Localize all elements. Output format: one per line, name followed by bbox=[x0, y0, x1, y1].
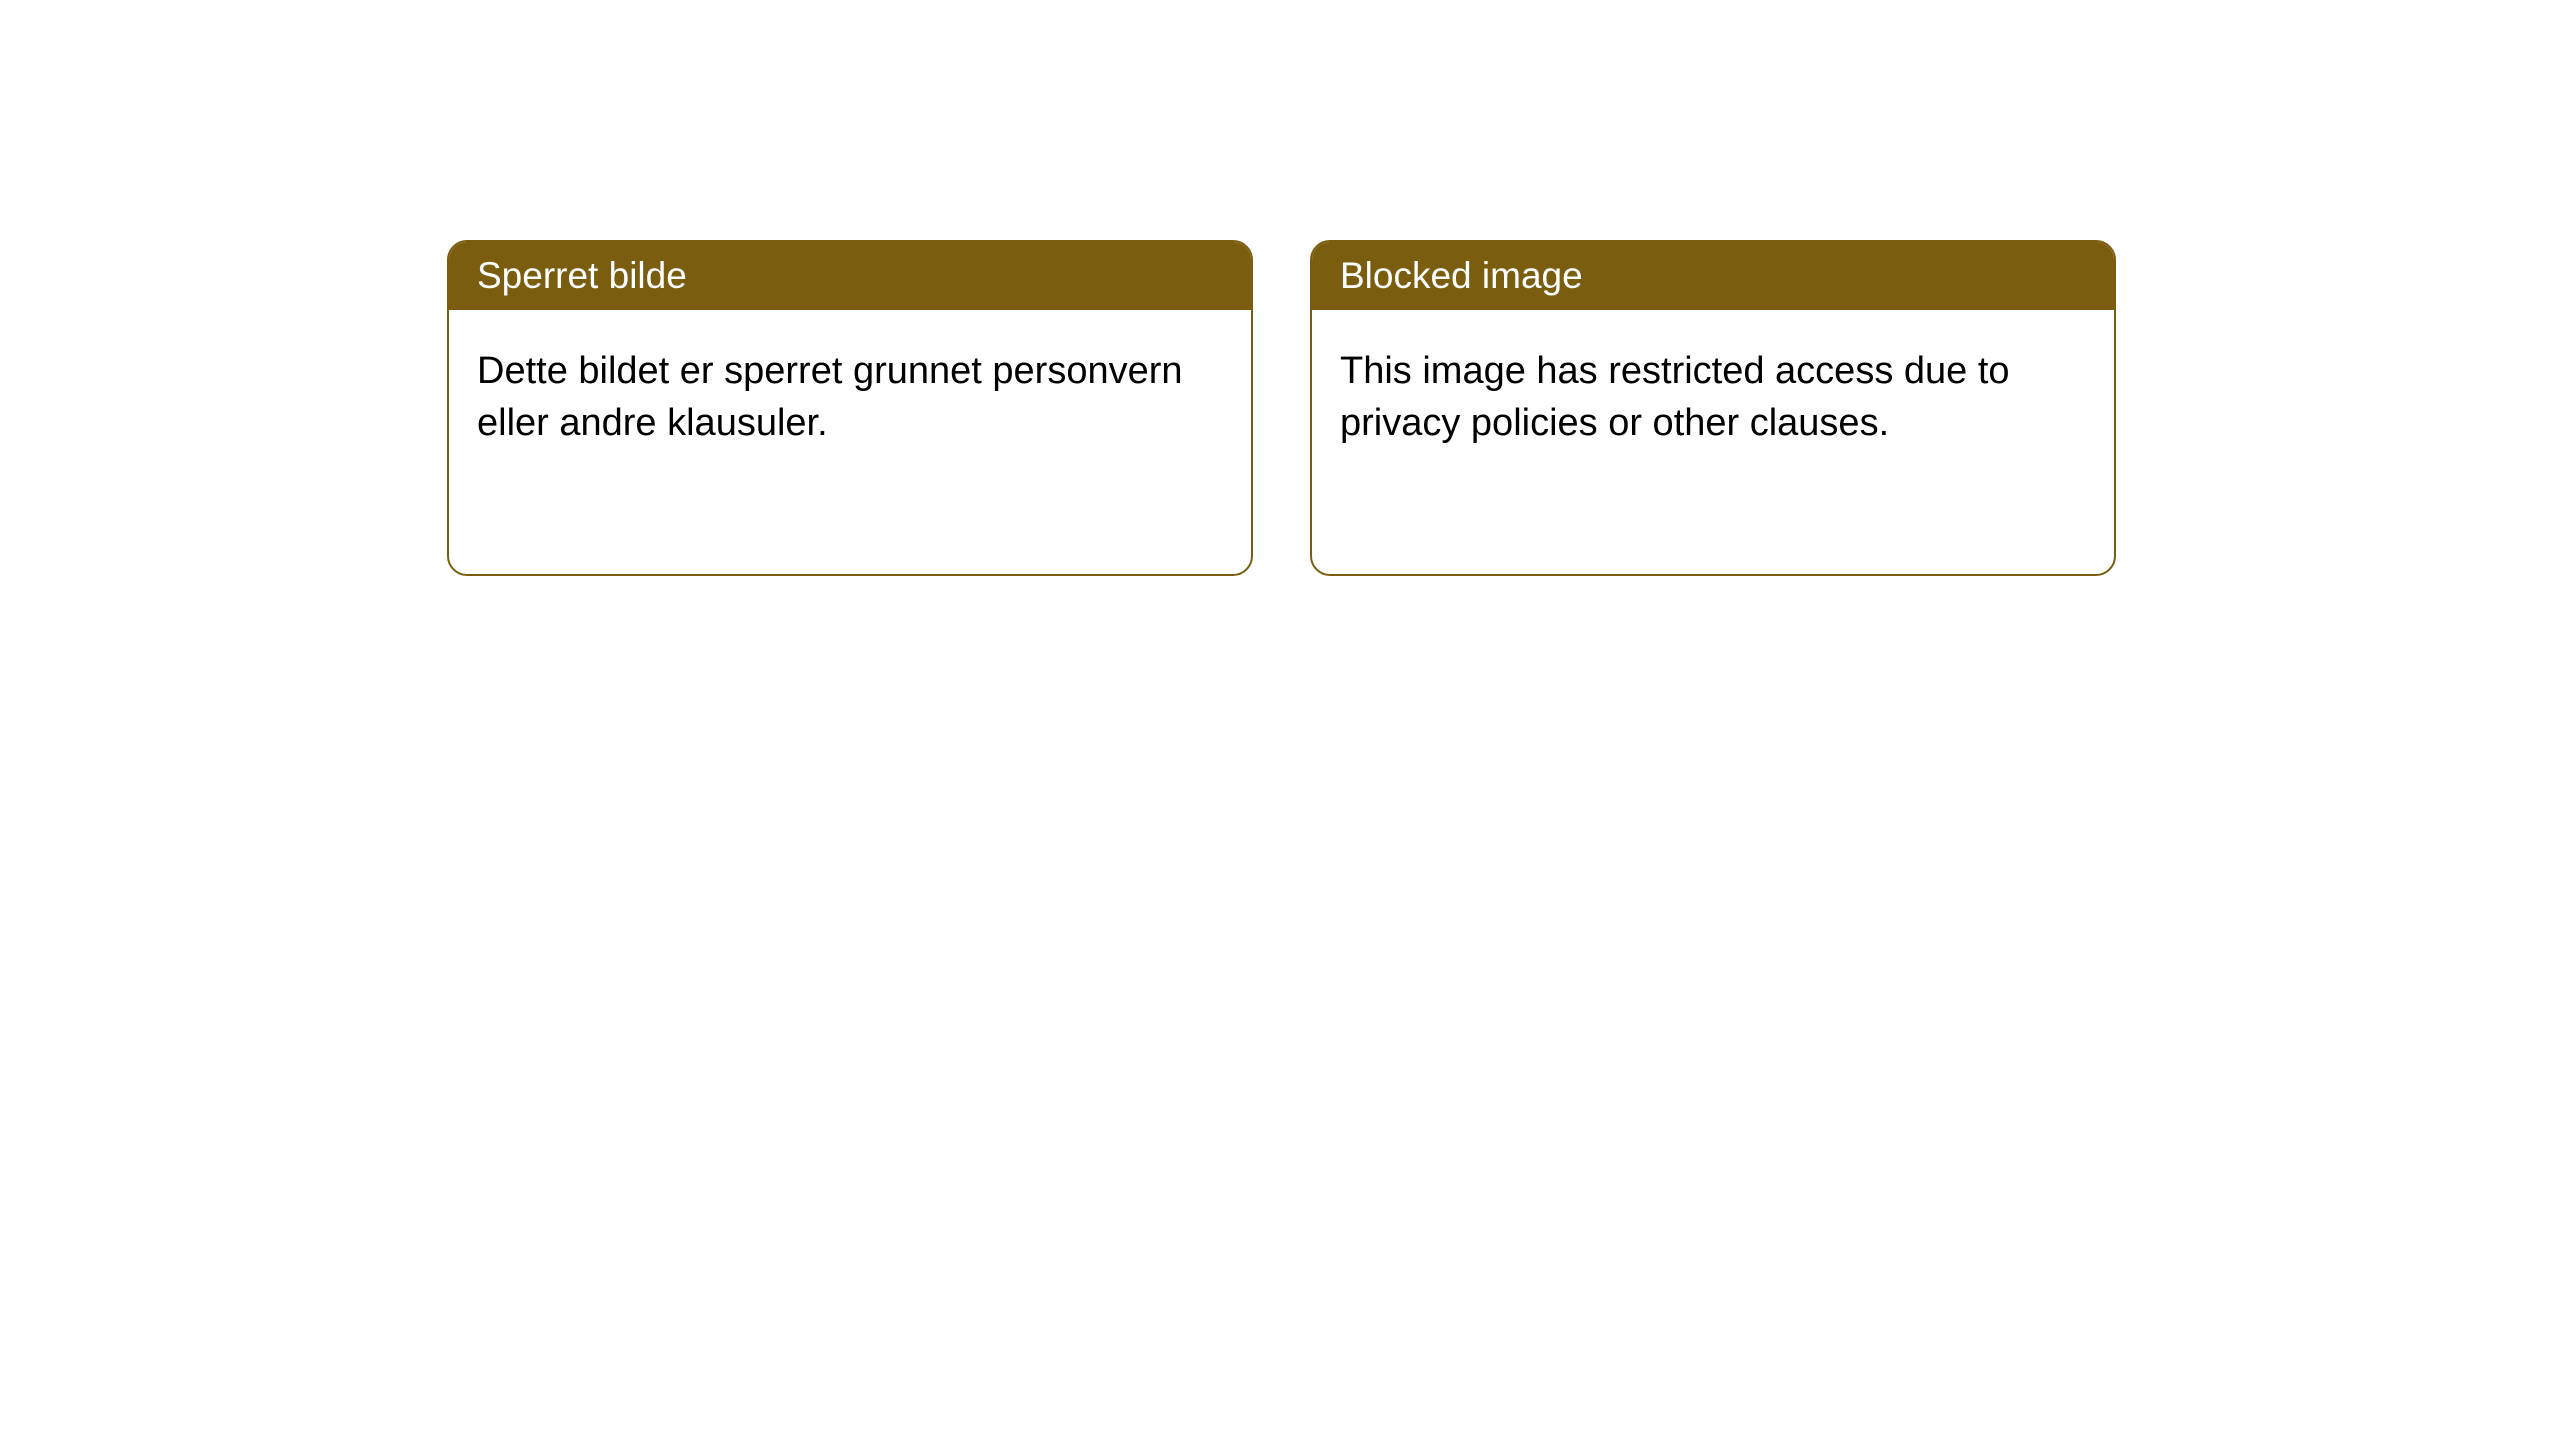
blocked-image-card-english: Blocked image This image has restricted … bbox=[1310, 240, 2116, 576]
card-body: Dette bildet er sperret grunnet personve… bbox=[449, 310, 1251, 485]
card-body: This image has restricted access due to … bbox=[1312, 310, 2114, 485]
card-header: Sperret bilde bbox=[449, 242, 1251, 310]
card-container: Sperret bilde Dette bildet er sperret gr… bbox=[0, 0, 2560, 576]
card-header: Blocked image bbox=[1312, 242, 2114, 310]
blocked-image-card-norwegian: Sperret bilde Dette bildet er sperret gr… bbox=[447, 240, 1253, 576]
